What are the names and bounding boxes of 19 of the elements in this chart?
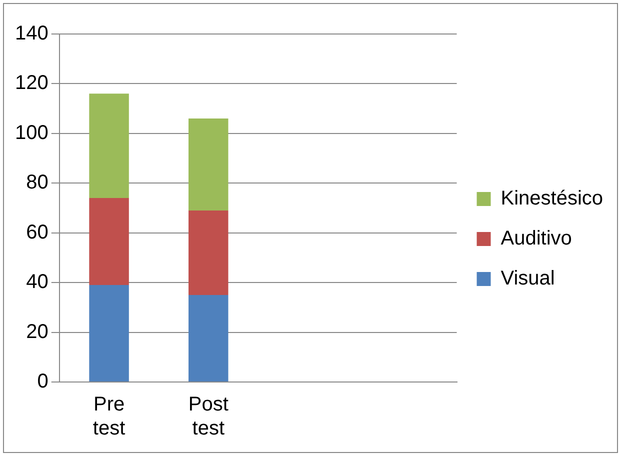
bar [89, 285, 129, 382]
legend-label: Auditivo [500, 228, 572, 250]
y-tick-label: 0 [37, 370, 48, 393]
bar [188, 295, 228, 382]
y-tick-label: 120 [14, 72, 48, 94]
x-tick-label: Pre test [92, 394, 126, 440]
bar [188, 118, 228, 210]
bar [188, 210, 228, 295]
y-tick-label: 20 [26, 320, 48, 343]
bar [89, 198, 129, 286]
y-tick-label: 60 [26, 221, 48, 244]
legend-label: Visual [500, 268, 555, 290]
y-tick-label: 40 [26, 271, 48, 294]
x-tick-label: Post test [188, 394, 229, 440]
bar [89, 94, 129, 198]
legend-label: Kinestésico [500, 188, 604, 210]
y-tick-label: 80 [26, 172, 48, 194]
y-tick-label: 100 [14, 122, 48, 144]
y-tick-label: 140 [14, 22, 48, 45]
